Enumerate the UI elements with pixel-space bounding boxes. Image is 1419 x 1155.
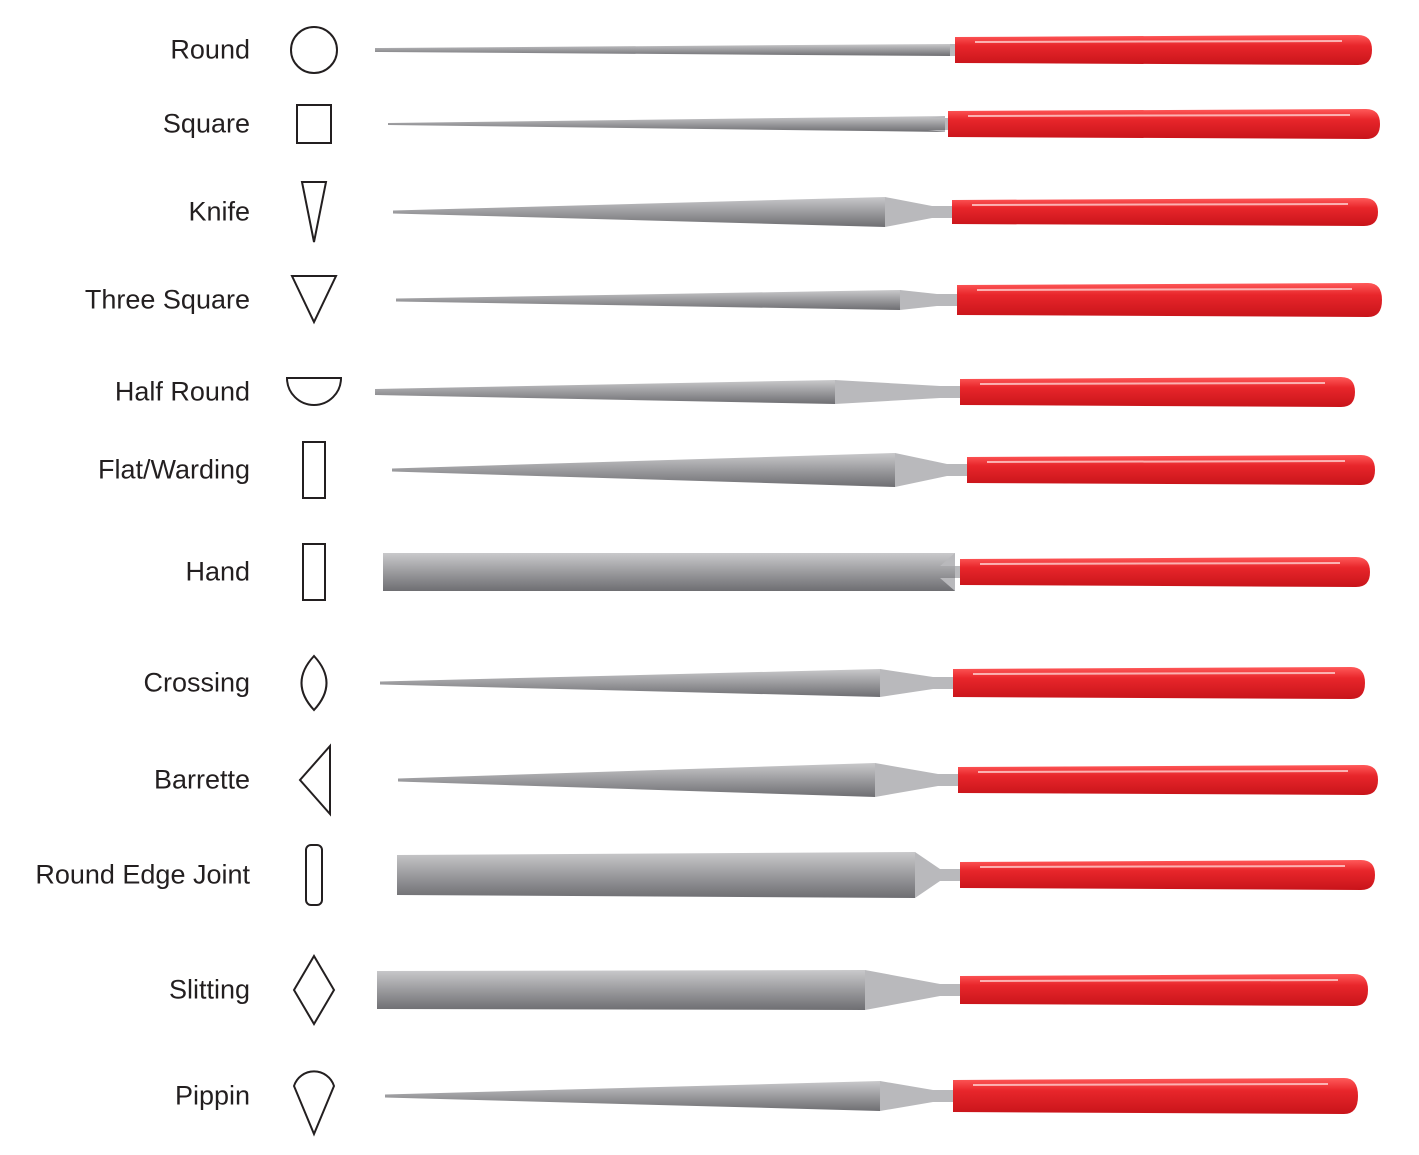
file-blade	[397, 852, 915, 898]
file-row	[298, 743, 1378, 817]
handle-highlight	[971, 203, 1349, 206]
file-handle	[953, 667, 1365, 699]
file-blade	[396, 290, 900, 310]
handle-highlight	[986, 460, 1346, 463]
handle-highlight	[972, 672, 1336, 675]
file-handle	[960, 860, 1375, 890]
handle-highlight	[976, 288, 1353, 291]
file-row	[292, 954, 1368, 1026]
handle-highlight	[979, 382, 1326, 385]
handle-highlight	[974, 40, 1343, 43]
file-label: Slitting	[168, 974, 250, 1005]
file-row	[285, 377, 1355, 407]
handle-highlight	[972, 1083, 1329, 1086]
file-tang	[940, 553, 960, 591]
file-tang	[900, 290, 957, 310]
handle-highlight	[979, 562, 1341, 565]
file-handle	[960, 557, 1370, 587]
diamond-icon	[292, 954, 336, 1026]
tall-rectangle-icon	[302, 543, 326, 601]
file-label: Round Edge Joint	[35, 859, 250, 890]
file-row	[300, 181, 1378, 243]
file-handle	[960, 377, 1355, 407]
file-blade	[392, 453, 895, 487]
teardrop-icon	[292, 1070, 336, 1137]
file-tang	[880, 1081, 953, 1111]
file-row	[290, 26, 1372, 74]
handle-highlight	[977, 770, 1349, 773]
file-blade	[380, 669, 880, 697]
file-row	[302, 543, 1370, 601]
file-blade	[385, 1081, 880, 1111]
circle-icon	[290, 26, 338, 74]
file-label: Knife	[188, 196, 250, 227]
triangle-left-icon	[298, 743, 331, 817]
file-tang	[835, 380, 960, 404]
file-handle	[953, 1078, 1358, 1114]
tall-rectangle-icon	[302, 441, 326, 499]
square-icon	[296, 104, 332, 144]
file-handle	[957, 283, 1382, 317]
file-label: Hand	[185, 556, 250, 587]
file-tang	[865, 970, 960, 1010]
file-label: Pippin	[174, 1080, 250, 1111]
file-tang	[875, 763, 958, 797]
file-label: Flat/Warding	[97, 454, 250, 485]
file-blade	[388, 116, 945, 132]
file-label: Square	[162, 108, 250, 139]
file-tang	[880, 669, 953, 697]
file-handle	[952, 198, 1378, 226]
triangle-down-icon	[290, 275, 338, 325]
file-label: Three Square	[84, 284, 250, 315]
file-label: Barrette	[153, 764, 250, 795]
file-row	[296, 104, 1380, 144]
file-tang	[885, 197, 952, 227]
file-row	[292, 1070, 1358, 1137]
file-label: Half Round	[114, 376, 250, 407]
file-handle	[960, 974, 1368, 1006]
file-blade	[393, 197, 885, 227]
handle-highlight	[967, 114, 1351, 117]
file-row	[302, 441, 1375, 499]
file-row	[300, 654, 1365, 712]
file-row	[290, 275, 1382, 325]
file-label: Crossing	[143, 667, 250, 698]
file-blade	[375, 380, 835, 404]
file-blade	[377, 970, 865, 1010]
lens-icon	[300, 654, 328, 712]
file-handle	[958, 765, 1378, 795]
file-tang	[915, 852, 960, 898]
file-handle	[967, 455, 1375, 485]
rounded-rectangle-icon	[305, 844, 323, 906]
file-label: Round	[170, 34, 250, 65]
file-blade	[398, 763, 875, 797]
handle-highlight	[979, 979, 1339, 982]
file-handle	[955, 35, 1372, 65]
handle-highlight	[979, 865, 1346, 868]
file-handle	[948, 109, 1380, 139]
file-row	[305, 844, 1375, 906]
file-blade	[383, 553, 955, 591]
file-tang	[895, 453, 967, 487]
narrow-triangle-icon	[300, 181, 328, 243]
file-tang	[935, 44, 955, 56]
file-blade	[375, 44, 950, 56]
half-circle-icon	[285, 377, 343, 406]
